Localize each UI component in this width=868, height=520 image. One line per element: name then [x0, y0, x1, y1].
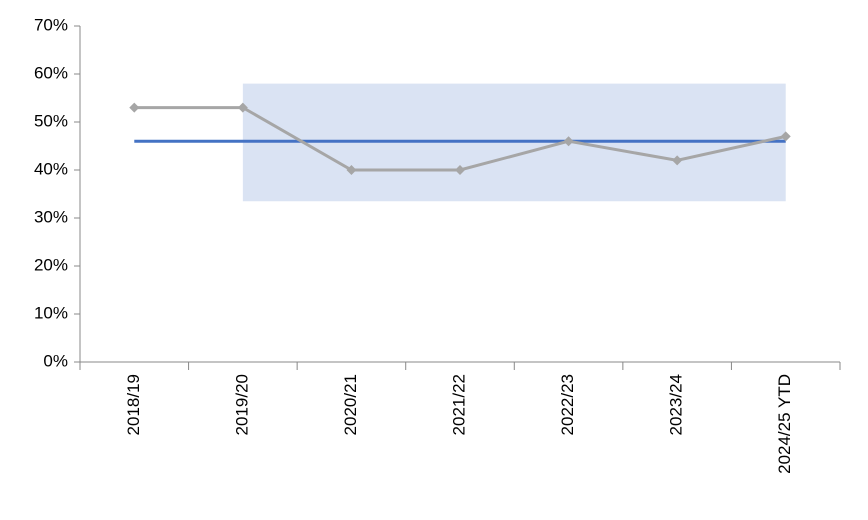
x-tick-label: 2018/19 [124, 374, 143, 435]
marker [780, 131, 791, 142]
y-tick-label: 20% [34, 255, 68, 274]
y-tick-label: 50% [34, 111, 68, 130]
x-tick-label: 2021/22 [449, 374, 468, 435]
x-tick-label: 2020/21 [341, 374, 360, 435]
y-tick-label: 60% [34, 63, 68, 82]
y-tick-label: 10% [34, 303, 68, 322]
marker [455, 165, 465, 175]
marker [237, 102, 248, 113]
y-tick-label: 0% [43, 351, 68, 370]
y-tick-label: 30% [34, 207, 68, 226]
marker [672, 155, 683, 166]
marker [563, 136, 574, 147]
x-tick-label: 2023/24 [667, 374, 686, 435]
marker [346, 165, 357, 175]
y-tick-label: 40% [34, 159, 68, 178]
x-tick-label: 2022/23 [558, 374, 577, 435]
x-tick-label: 2024/25 YTD [775, 374, 794, 474]
marker [129, 102, 140, 113]
y-tick-label: 70% [34, 15, 68, 34]
x-tick-label: 2019/20 [232, 374, 251, 435]
